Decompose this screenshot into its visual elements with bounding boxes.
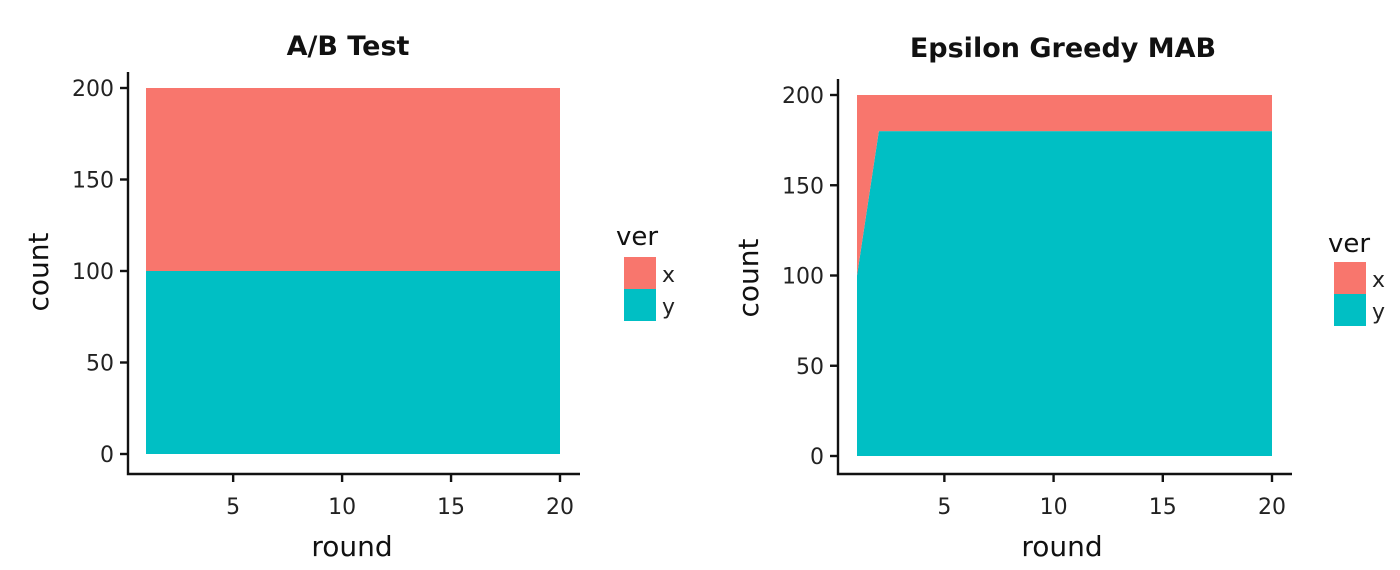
x-tick-label: 10 [328,495,356,520]
y-tick-label: 0 [810,445,824,470]
y-axis-ticks: 0 50 100 150 200 [782,84,838,470]
y-tick-label: 0 [100,443,114,468]
chart-panel-ab-test: A/B Test 0 50 100 150 200 5 10 15 20 round coun… [22,31,675,563]
legend-swatch-x [1334,262,1366,294]
area-series-x [857,95,1272,276]
legend-label-y: y [1372,300,1385,325]
y-tick-label: 200 [72,77,114,102]
y-tick-label: 50 [86,352,114,377]
legend: ver x y [1328,229,1385,326]
legend-label-x: x [662,263,675,288]
x-axis-ticks: 5 10 15 20 [226,474,574,520]
legend-swatch-y [1334,294,1366,326]
x-tick-label: 5 [226,495,240,520]
x-tick-label: 15 [1149,495,1177,520]
axis-lines [126,72,580,476]
x-tick-label: 5 [937,495,951,520]
area-series-y [146,271,560,454]
legend: ver x y [616,222,675,321]
area-series-y [857,131,1272,456]
y-tick-label: 100 [782,265,824,290]
x-tick-label: 20 [546,495,574,520]
y-tick-label: 100 [72,260,114,285]
legend-title: ver [1328,229,1370,259]
legend-swatch-y [624,289,656,321]
y-tick-label: 50 [796,355,824,380]
legend-label-y: y [662,295,675,320]
x-axis-ticks: 5 10 15 20 [937,474,1286,520]
area-series-x [146,88,560,271]
y-axis-ticks: 0 50 100 150 200 [72,77,128,468]
y-tick-label: 150 [72,169,114,194]
x-tick-label: 10 [1040,495,1068,520]
legend-title: ver [616,222,658,252]
x-axis-label: round [1021,530,1102,563]
y-tick-label: 150 [782,174,824,199]
area-layer [146,88,560,454]
x-tick-label: 15 [437,495,465,520]
y-tick-label: 200 [782,84,824,109]
chart-title: Epsilon Greedy MAB [910,33,1216,64]
x-axis-label: round [311,530,392,563]
legend-swatch-x [624,257,656,289]
area-layer [857,95,1272,456]
axis-lines [836,79,1292,476]
legend-label-x: x [1372,268,1385,293]
x-tick-label: 20 [1258,495,1286,520]
chart-title: A/B Test [287,31,410,62]
y-axis-label: count [732,238,765,317]
y-axis-label: count [22,232,55,311]
